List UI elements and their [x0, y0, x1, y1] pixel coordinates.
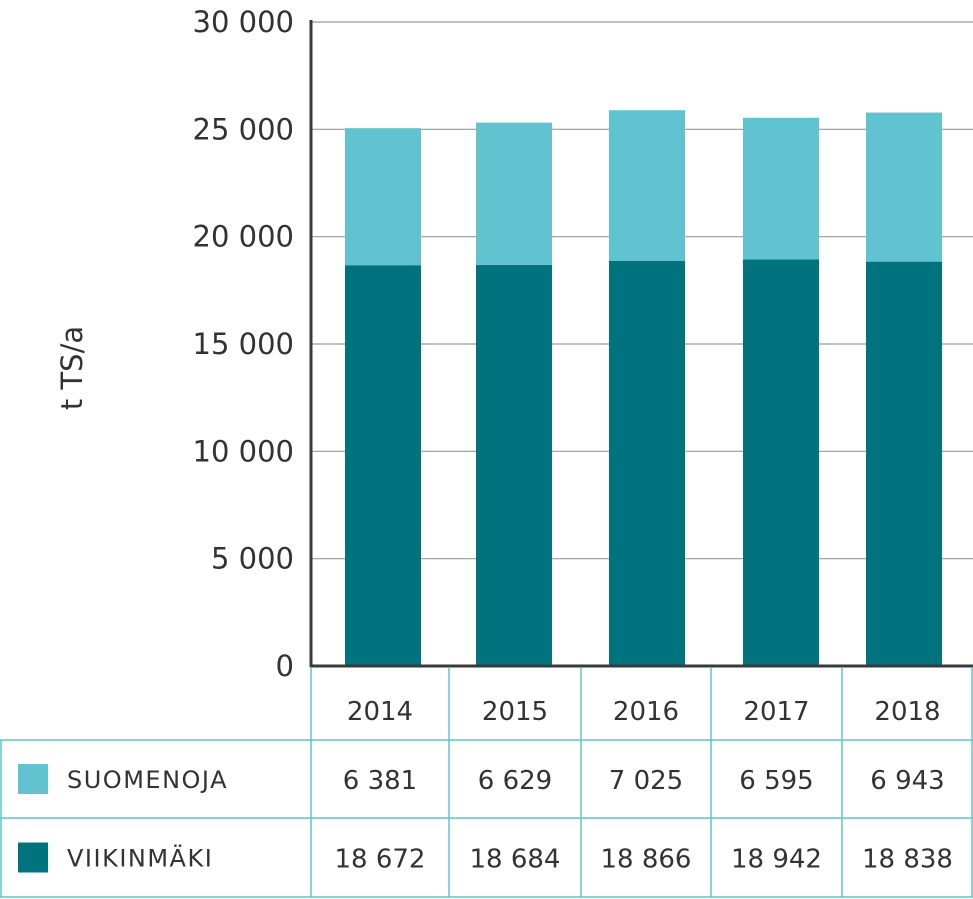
- bar-suomenoja-2015: [476, 122, 552, 265]
- data-label: 7 025: [609, 766, 683, 796]
- y-tick-label: 0: [276, 649, 294, 683]
- data-table: 2014 2015 2016 2017 2018 SUOMENOJA 6 381 6 629 7…: [0, 668, 973, 898]
- data-label: 18 684: [470, 845, 561, 875]
- x-tick-label: 2017: [743, 697, 809, 727]
- y-tick-label: 15 000: [193, 327, 294, 361]
- data-label: 18 672: [335, 845, 426, 875]
- y-tick-label: 25 000: [193, 112, 294, 146]
- y-tick-label: 10 000: [193, 434, 294, 468]
- data-label: 18 838: [862, 845, 953, 875]
- data-label: 18 942: [731, 845, 822, 875]
- bar-viikinm-ki-2014: [345, 265, 421, 666]
- bar-suomenoja-2018: [866, 112, 942, 262]
- axes: [309, 20, 973, 668]
- legend-label: SUOMENOJA: [67, 766, 228, 794]
- data-label: 6 943: [870, 766, 944, 796]
- bar-viikinm-ki-2016: [609, 261, 685, 666]
- x-tick-label: 2014: [347, 697, 413, 727]
- bar-viikinm-ki-2017: [743, 259, 819, 666]
- y-tick-label: 5 000: [211, 542, 294, 576]
- x-tick-label: 2018: [874, 697, 940, 727]
- bar-suomenoja-2014: [345, 128, 421, 266]
- bar-viikinm-ki-2015: [476, 264, 552, 666]
- bar-suomenoja-2017: [743, 117, 819, 260]
- y-tick-label: 30 000: [193, 5, 294, 39]
- data-label: 18 866: [601, 845, 692, 875]
- y-axis-label: t TS/a: [55, 326, 89, 410]
- bars: [345, 110, 942, 666]
- legend-swatch-suomenoja: [18, 764, 48, 794]
- bar-viikinm-ki-2018: [866, 261, 942, 666]
- data-label: 6 381: [343, 766, 417, 796]
- bar-suomenoja-2016: [609, 110, 685, 262]
- data-label: 6 629: [478, 766, 552, 796]
- y-tick-label: 20 000: [193, 220, 294, 254]
- y-tick-labels: 0 5 000 10 000 15 000 20 000 25 000 30 000: [193, 5, 294, 683]
- x-tick-label: 2015: [482, 697, 548, 727]
- data-label: 6 595: [739, 766, 813, 796]
- x-tick-label: 2016: [613, 697, 679, 727]
- legend-swatch-viikinm-ki: [18, 842, 48, 873]
- legend-label: VIIKINMÄKI: [67, 844, 213, 873]
